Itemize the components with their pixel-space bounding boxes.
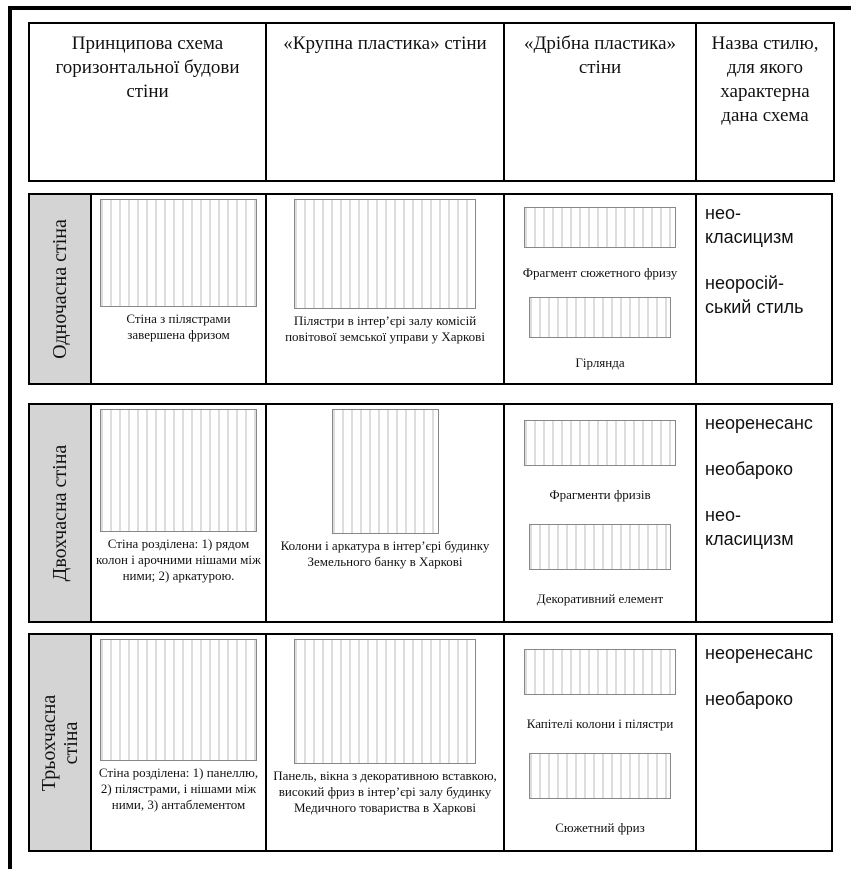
large-cell: Пілястри в інтер’єрі залу комісій повіто… — [265, 193, 505, 385]
illustration — [524, 207, 676, 248]
section-label: Одночасна стіна — [49, 219, 71, 359]
style-name: необароко — [705, 689, 793, 709]
section-label-cell: Трьохчасна стіна — [28, 633, 92, 852]
illustration — [524, 649, 676, 696]
style-name: неоренесанс — [705, 643, 813, 663]
section-label: Двохчасна стіна — [49, 444, 71, 582]
caption: Стіна розділена: 1) рядом колон і арочни… — [96, 536, 261, 583]
section-label-cell: Двохчасна стіна — [28, 403, 92, 623]
caption: Стіна з пілястрами завершена фризом — [126, 310, 231, 342]
small-cell: Фрагмент сюжетного фризу Гірлянда — [503, 193, 697, 385]
style-name: нео-класицизм — [705, 505, 794, 549]
header-cell: «Дрібна пластика» стіни — [503, 22, 697, 182]
scheme-cell: Стіна розділена: 1) рядом колон і арочни… — [90, 403, 267, 623]
style-cell: нео-класицизм неоросій-ський стиль — [695, 193, 833, 385]
frame-top — [8, 6, 851, 10]
style-name: необароко — [705, 459, 793, 479]
illustration — [100, 639, 257, 762]
caption: Панель, вікна з декоративною вставкою, в… — [273, 767, 497, 815]
section-label-cell: Одночасна стіна — [28, 193, 92, 385]
caption: Стіна розділена: 1) панеллю, 2) пілястра… — [98, 765, 259, 813]
scheme-cell: Стіна з пілястрами завершена фризом — [90, 193, 267, 385]
caption: Фрагменти фризів — [549, 486, 651, 502]
caption: Гірлянда — [575, 354, 625, 370]
style-name: неоренесанс — [705, 413, 813, 433]
header-cell: Назва стилю, для якого характерна дана с… — [695, 22, 835, 182]
large-cell: Панель, вікна з декоративною вставкою, в… — [265, 633, 505, 852]
style-name: неоросій-ський стиль — [705, 273, 804, 317]
illustration — [294, 639, 476, 764]
illustration — [331, 409, 439, 535]
illustration — [529, 297, 671, 338]
scheme-cell: Стіна розділена: 1) панеллю, 2) пілястра… — [90, 633, 267, 852]
small-cell: Капітелі колони і пілястри Сюжетний фриз — [503, 633, 697, 852]
caption: Фрагмент сюжетного фризу — [522, 264, 678, 280]
illustration — [100, 199, 257, 307]
large-cell: Колони і аркатура в інтер’єрі будинку Зе… — [265, 403, 505, 623]
caption: Колони і аркатура в інтер’єрі будинку Зе… — [280, 538, 490, 570]
caption: Капітелі колони і пілястри — [526, 716, 674, 732]
illustration — [529, 752, 671, 799]
header-cell: «Крупна пластика» стіни — [265, 22, 505, 182]
illustration — [529, 523, 671, 570]
caption: Пілястри в інтер’єрі залу комісій повіто… — [285, 312, 485, 344]
caption: Декоративний елемент — [536, 590, 664, 606]
caption: Сюжетний фриз — [555, 819, 645, 835]
frame-left — [8, 6, 12, 869]
style-cell: неоренесанс необароко — [695, 633, 833, 852]
illustration — [100, 409, 257, 532]
illustration — [294, 199, 476, 309]
section-label: Трьохчасна стіна — [38, 694, 82, 791]
style-cell: неоренесанс необароко нео-класицизм — [695, 403, 833, 623]
illustration — [524, 419, 676, 466]
header-cell: Принципова схема горизонтальної будови с… — [28, 22, 267, 182]
style-name: нео-класицизм — [705, 203, 794, 247]
small-cell: Фрагменти фризів Декоративний елемент — [503, 403, 697, 623]
